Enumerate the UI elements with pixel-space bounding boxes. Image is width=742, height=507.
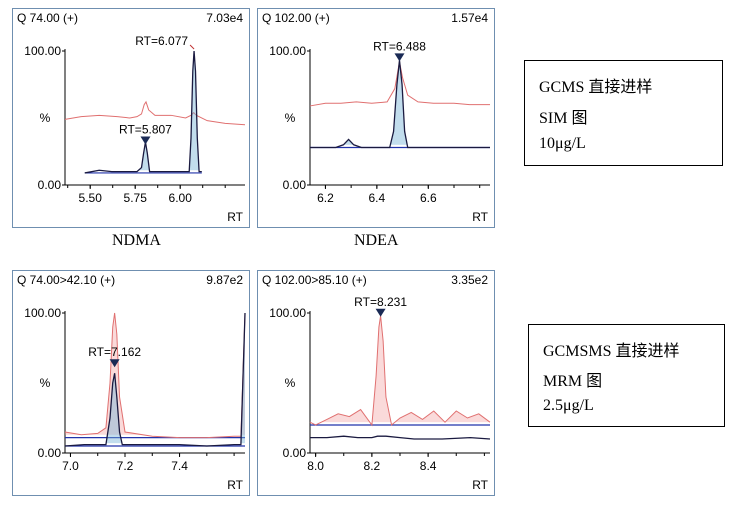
x-axis-label: RT	[472, 210, 488, 224]
y-tick-label: 0.00	[283, 178, 307, 192]
peak-label: RT=5.807	[119, 122, 172, 136]
series-line	[310, 60, 490, 149]
peak-label: RT=7.162	[88, 345, 141, 359]
chart-svg: 100.00 0.00% 7.0 7.2 7.4 RT RT=7.162	[24, 306, 246, 492]
note-line-1: GCMSMS 直接进样	[543, 343, 680, 360]
x-axis-label: RT	[227, 478, 243, 492]
x-tick-label: 5.50	[79, 191, 103, 205]
series-line	[64, 312, 246, 447]
x-axis-label: RT	[472, 478, 488, 492]
x-tick-label: 8.2	[364, 459, 381, 473]
x-tick-label: 8.0	[307, 459, 324, 473]
y-tick-label: 0.00	[38, 178, 62, 192]
y-tick-label: 100.00	[269, 44, 306, 58]
peak-label: RT=6.488	[373, 39, 426, 53]
note-line-2: MRM 图	[543, 373, 603, 390]
panel-header-left: Q 102.00 (+)	[262, 11, 330, 25]
x-tick-label: 7.0	[62, 459, 79, 473]
chart-panel-ndea-mrm: Q 102.00>85.10 (+) 3.35e2 100.00 0.00% 8.0…	[257, 270, 495, 496]
note-box-sim: GCMS 直接进样 SIM 图 10μg/L	[524, 60, 723, 166]
peak-fill	[65, 313, 245, 435]
series-line	[64, 100, 246, 126]
y-axis-label: %	[285, 376, 296, 390]
panel-header-left: Q 102.00>85.10 (+)	[262, 273, 367, 287]
note-line-2: SIM 图	[539, 110, 588, 127]
peak-fill	[65, 313, 245, 444]
x-tick-label: 6.6	[420, 191, 437, 205]
panel-header-right: 3.35e2	[451, 273, 488, 287]
x-tick-label: 6.4	[369, 191, 386, 205]
note-box-mrm: GCMSMS 直接进样 MRM 图 2.5μg/L	[528, 324, 725, 427]
chart-svg: 100.00 0.00% 5.50 5.75 6.00 RT RT=5.807 RT=6.07…	[24, 34, 246, 224]
peak-marker	[109, 359, 120, 368]
chart-panel-ndma-sim: Q 74.00 (+) 7.03e4 100.00 0.00% 5.50 5.75 6.…	[12, 8, 250, 228]
x-tick-label: 7.4	[171, 459, 188, 473]
panel-header-left: Q 74.00 (+)	[17, 11, 79, 25]
peak-label: RT=6.077	[135, 34, 188, 48]
y-tick-label: 0.00	[283, 446, 307, 460]
y-tick-label: 100.00	[24, 306, 61, 320]
panel-header-right: 1.57e4	[451, 11, 488, 25]
y-axis-label: %	[40, 376, 51, 390]
x-tick-label: 6.00	[169, 191, 193, 205]
panel-header-right: 7.03e4	[206, 11, 243, 25]
y-tick-label: 0.00	[38, 446, 62, 460]
peak-marker	[375, 308, 386, 317]
x-tick-label: 6.2	[317, 191, 334, 205]
note-line-3: 2.5μg/L	[543, 397, 594, 414]
peak-marker	[394, 53, 405, 62]
x-axis-label: RT	[227, 210, 243, 224]
peak-marker	[140, 136, 151, 145]
panel-header-right: 9.87e2	[206, 273, 243, 287]
chart-svg: 100.00 0.00% 8.0 8.2 8.4 RT RT=8.231	[269, 295, 491, 492]
chart-svg: 100.00 0.00% 6.2 6.4 6.6 RT RT=6.488	[269, 39, 490, 224]
series-line	[310, 435, 491, 440]
peak-marker	[189, 44, 195, 50]
x-tick-label: 8.4	[420, 459, 437, 473]
y-tick-label: 100.00	[269, 306, 306, 320]
peak-label: RT=8.231	[354, 295, 407, 309]
peak-fill	[84, 51, 202, 171]
caption-ndma: NDMA	[112, 232, 161, 249]
x-tick-label: 7.2	[117, 459, 134, 473]
y-tick-label: 100.00	[24, 44, 61, 58]
chart-panel-ndea-sim: Q 102.00 (+) 1.57e4 100.00 0.00% 6.2 6.4 6.6…	[257, 8, 495, 228]
series-line	[64, 312, 246, 439]
chart-panel-ndma-mrm: Q 74.00>42.10 (+) 9.87e2 100.00 0.00% 7.0 7…	[12, 270, 250, 496]
panel-header-left: Q 74.00>42.10 (+)	[17, 273, 116, 287]
note-line-1: GCMS 直接进样	[539, 79, 653, 96]
caption-ndea: NDEA	[354, 232, 399, 249]
series-line	[309, 315, 491, 427]
x-tick-label: 5.75	[124, 191, 148, 205]
series-line	[84, 50, 202, 174]
peak-fill	[310, 315, 490, 423]
y-axis-label: %	[285, 111, 296, 125]
note-line-3: 10μg/L	[539, 135, 586, 152]
y-axis-label: %	[40, 111, 51, 125]
